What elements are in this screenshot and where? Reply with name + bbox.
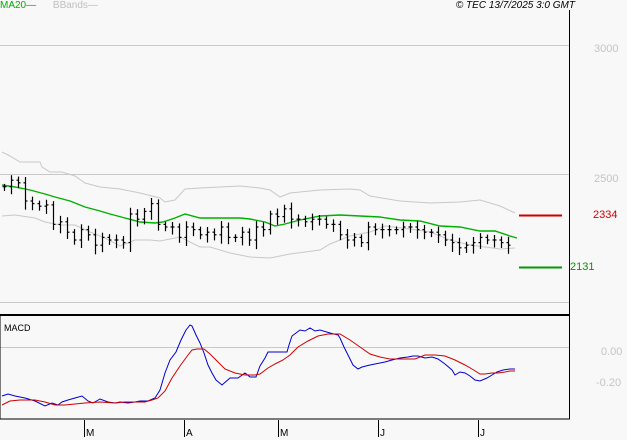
macd-panel-border [0, 314, 570, 420]
macd-title: MACD [4, 323, 31, 333]
x-axis-ticks [84, 420, 479, 437]
x-label-july: J [480, 428, 485, 439]
x-label-april: A [186, 428, 193, 439]
x-label-march: M [86, 428, 95, 439]
bbands-upper [1, 151, 516, 214]
legend-ma20-swatch: — [26, 0, 37, 11]
ma20-line [1, 184, 518, 239]
resistance-label: 2334 [593, 209, 618, 221]
ohlc-bars [2, 175, 511, 256]
macd-tick-neg020: -0.20 [596, 377, 622, 389]
macd-line [1, 324, 515, 407]
x-label-may: M [280, 428, 289, 439]
x-label-june: J [380, 428, 385, 439]
legend-bbands-swatch: — [87, 0, 98, 11]
macd-tick-zero: 0.00 [601, 346, 623, 358]
support-label: 2131 [570, 261, 595, 273]
price-tick-2500: 2500 [594, 173, 619, 185]
price-tick-3000: 3000 [594, 43, 619, 55]
bbands-lower [1, 214, 516, 259]
legend-bbands: BBands [52, 0, 88, 11]
signal-line [1, 333, 515, 406]
chart-legend: MA20— BBands— [0, 0, 98, 12]
legend-ma20: MA20 [0, 0, 27, 11]
copyright-timestamp: © TEC 13/7/2025 3:0 GMT [455, 0, 575, 11]
